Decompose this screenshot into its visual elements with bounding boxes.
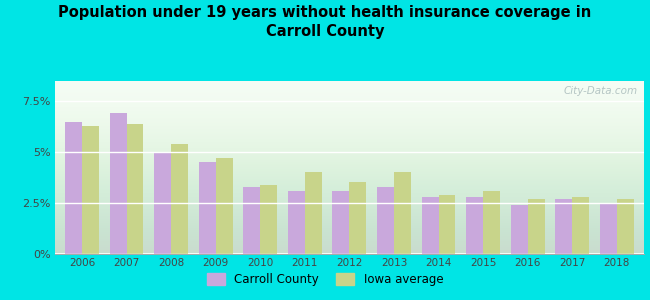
Text: City-Data.com: City-Data.com	[564, 86, 638, 96]
Bar	[422, 197, 439, 254]
Bar	[199, 162, 216, 254]
Bar	[511, 205, 528, 254]
Bar	[127, 124, 144, 254]
Bar	[171, 144, 188, 254]
Bar	[439, 195, 456, 254]
Bar	[572, 197, 589, 254]
Bar	[466, 197, 483, 254]
Bar	[82, 126, 99, 254]
Bar	[110, 113, 127, 254]
Bar	[288, 190, 305, 254]
Bar	[600, 203, 617, 254]
Bar	[260, 184, 277, 254]
Bar	[350, 182, 367, 254]
Bar	[216, 158, 233, 254]
Bar	[483, 190, 500, 254]
Bar	[305, 172, 322, 254]
Bar	[65, 122, 82, 254]
Text: Population under 19 years without health insurance coverage in
Carroll County: Population under 19 years without health…	[58, 4, 592, 39]
Bar	[555, 199, 572, 254]
Bar	[617, 199, 634, 254]
Bar	[528, 199, 545, 254]
Bar	[394, 172, 411, 254]
Bar	[243, 187, 260, 254]
Bar	[332, 190, 350, 254]
Bar	[154, 152, 171, 254]
Legend: Carroll County, Iowa average: Carroll County, Iowa average	[202, 268, 448, 291]
Bar	[377, 187, 394, 254]
